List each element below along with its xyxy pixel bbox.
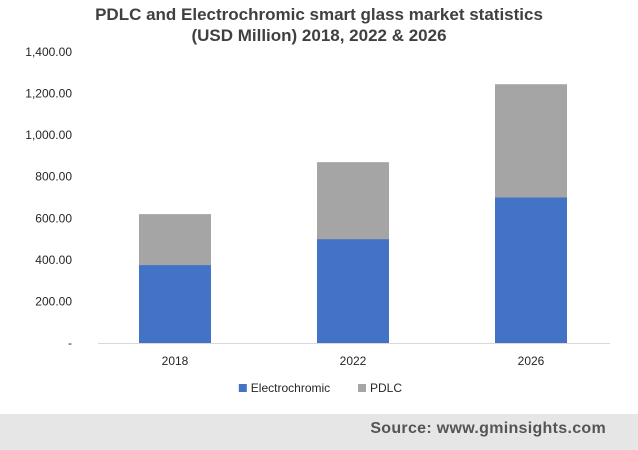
chart-title: PDLC and Electrochromic smart glass mark… <box>0 4 638 46</box>
legend-swatch-electrochromic <box>238 384 247 392</box>
bar-electrochromic-2018 <box>139 265 211 343</box>
footer-bar: Source: www.gminsights.com <box>0 414 638 450</box>
legend-label-pdlc: PDLC <box>370 381 402 395</box>
y-tick-label: 600.00 <box>35 211 72 225</box>
bar-pdlc-2022 <box>317 162 389 240</box>
bar-electrochromic-2022 <box>317 239 389 343</box>
y-tick-label: 1,400.00 <box>25 45 72 59</box>
y-tick-label: - <box>68 336 72 350</box>
x-tick-label: 2018 <box>162 354 189 368</box>
source-credit: Source: www.gminsights.com <box>370 420 606 437</box>
y-tick-label: 400.00 <box>35 253 72 267</box>
bar-electrochromic-2026 <box>495 197 567 343</box>
x-tick-label: 2026 <box>518 354 545 368</box>
x-tick-label: 2022 <box>340 354 367 368</box>
bar-pdlc-2026 <box>495 84 567 198</box>
bar-pdlc-2018 <box>139 214 211 266</box>
stacked-bar-chart: - 200.00 400.00 600.00 800.00 1,000.00 1,200.0… <box>25 45 610 395</box>
chart-title-line-2: (USD Million) 2018, 2022 & 2026 <box>191 26 447 45</box>
chart-title-line-1: PDLC and Electrochromic smart glass mark… <box>95 5 543 24</box>
legend-swatch-pdlc <box>358 384 366 392</box>
legend-label-electrochromic: Electrochromic <box>251 381 330 395</box>
y-tick-label: 1,200.00 <box>25 87 72 101</box>
y-tick-label: 200.00 <box>35 294 72 308</box>
y-tick-label: 1,000.00 <box>25 128 72 142</box>
y-tick-label: 800.00 <box>35 170 72 184</box>
